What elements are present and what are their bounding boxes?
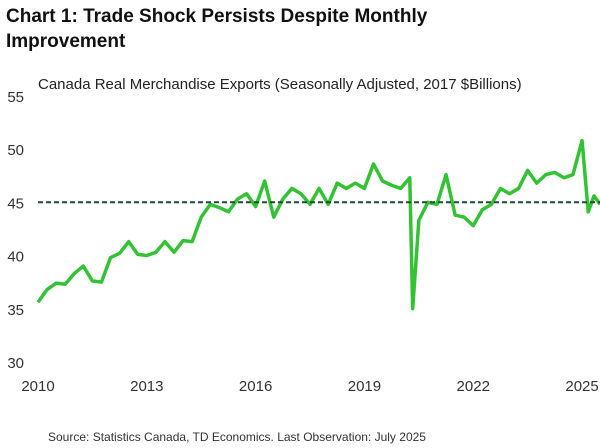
data-line (36, 138, 600, 311)
y-tick-label: 45 (7, 195, 24, 212)
y-tick-label: 30 (7, 355, 24, 372)
y-tick-label: 35 (7, 302, 24, 319)
source-note: Source: Statistics Canada, TD Economics.… (48, 430, 426, 444)
x-tick-label: 2025 (565, 378, 598, 395)
x-tick-label: 2010 (21, 378, 54, 395)
chart: 30 35 40 45 50 55 2010 2013 2016 2019 2022 2025 (7, 89, 600, 395)
y-tick-label: 40 (7, 249, 24, 266)
y-tick-label: 50 (7, 142, 24, 159)
chart-subtitle: Canada Real Merchandise Exports (Seasona… (38, 76, 522, 93)
chart-title: Chart 1: Trade Shock Persists Despite Mo… (6, 6, 428, 52)
x-tick-label: 2019 (348, 378, 381, 395)
x-tick-label: 2022 (457, 378, 490, 395)
x-tick-label: 2013 (130, 378, 163, 395)
x-tick-label: 2016 (239, 378, 272, 395)
y-tick-label: 55 (7, 89, 24, 106)
